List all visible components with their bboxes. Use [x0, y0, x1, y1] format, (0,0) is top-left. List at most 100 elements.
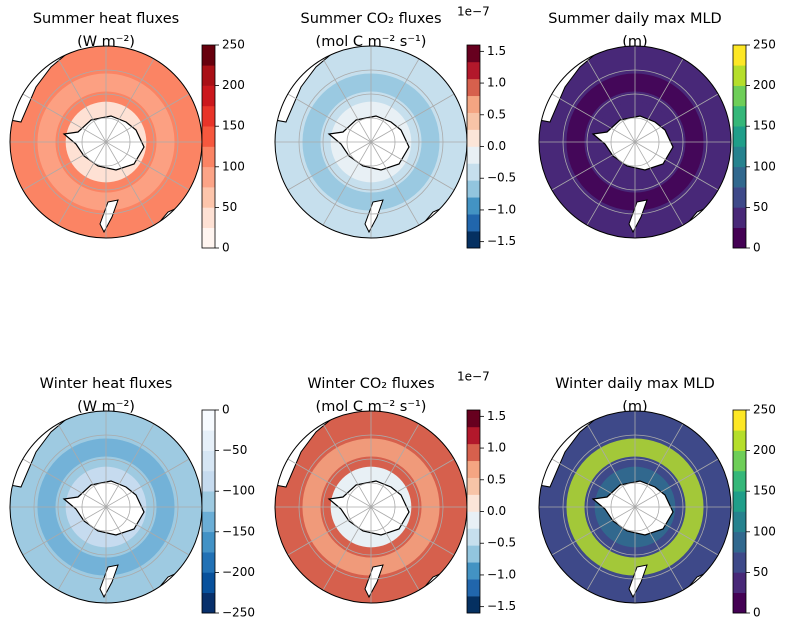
panel-title: Summer daily max MLD [548, 11, 721, 27]
colorbar-segment [467, 427, 480, 444]
colorbar-segment [733, 228, 746, 249]
colorbar-segment [467, 562, 480, 579]
colorbar-tick-label: 1.0 [487, 441, 506, 455]
colorbar-segment [202, 593, 215, 614]
colorbar-segment [202, 552, 215, 573]
colorbar-segment [467, 444, 480, 461]
colorbar-segment [733, 471, 746, 492]
panel-title: Winter heat fluxes [40, 376, 173, 392]
colorbar-segment [202, 106, 215, 127]
colorbar-segment [733, 572, 746, 593]
colorbar-segment [467, 231, 480, 248]
colorbar-tick-label: 150 [753, 119, 776, 133]
panel-title: Summer heat fluxes [33, 11, 179, 27]
colorbar-tick-label: −1.5 [487, 234, 516, 248]
panel-title: Winter daily max MLD [555, 376, 715, 392]
map [10, 411, 202, 603]
colorbar-tick-label: 0.0 [487, 139, 506, 153]
colorbar-tick-label: 0.0 [487, 504, 506, 518]
colorbar-tick-label: 1.0 [487, 76, 506, 90]
map [10, 46, 202, 238]
colorbar-segment [467, 410, 480, 427]
colorbar-segment [733, 167, 746, 188]
colorbar-segment [733, 410, 746, 431]
colorbar-tick-label: −250 [222, 606, 255, 620]
colorbar-segment [733, 207, 746, 228]
colorbar-segment [733, 512, 746, 533]
colorbar-segment [733, 451, 746, 472]
colorbar-tick-label: 50 [222, 200, 237, 214]
colorbar-segment [202, 126, 215, 147]
colorbar-tick-label: 150 [222, 119, 245, 133]
colorbar-segment [202, 410, 215, 431]
colorbar-tick-label: 250 [753, 403, 776, 417]
colorbar-tick-label: 100 [222, 159, 245, 173]
map [539, 411, 731, 603]
panel: Winter CO₂ fluxes(mol C m⁻² s⁻¹)−1.5−1.0… [275, 370, 516, 614]
colorbar-segment [733, 126, 746, 147]
colorbar-tick-label: 1.5 [487, 44, 506, 58]
colorbar-tick-label: −0.5 [487, 536, 516, 550]
colorbar-segment [202, 512, 215, 533]
colorbar-tick-label: −150 [222, 524, 255, 538]
colorbar-segment [467, 214, 480, 231]
colorbar-segment [467, 62, 480, 79]
colorbar-segment [202, 65, 215, 86]
colorbar-segment [202, 86, 215, 107]
colorbar-tick-label: 50 [753, 565, 768, 579]
colorbar-segment [202, 207, 215, 228]
panel: Summer heat fluxes(W m⁻²)050100150200250 [10, 11, 245, 255]
colorbar-segment [202, 430, 215, 451]
colorbar-segment [733, 86, 746, 107]
panel: Summer daily max MLD(m)050100150200250 [539, 11, 776, 255]
panel: Summer CO₂ fluxes(mol C m⁻² s⁻¹)−1.5−1.0… [275, 5, 516, 249]
colorbar-tick-label: −100 [222, 484, 255, 498]
colorbar-tick-label: 200 [753, 78, 776, 92]
map [275, 46, 467, 238]
colorbar-segment [467, 180, 480, 197]
colorbar-segment [733, 532, 746, 553]
panel-title: Winter CO₂ fluxes [307, 376, 434, 392]
colorbar-tick-label: −50 [222, 443, 247, 457]
colorbar-tick-label: 100 [753, 159, 776, 173]
colorbar-segment [467, 495, 480, 512]
colorbar-segment [733, 593, 746, 614]
colorbar-segment [202, 471, 215, 492]
colorbar-tick-label: −200 [222, 565, 255, 579]
colorbar-segment [467, 512, 480, 529]
colorbar-segment [467, 461, 480, 478]
colorbar-segment [202, 187, 215, 208]
colorbar-segment [467, 130, 480, 147]
colorbar-segment [733, 65, 746, 86]
colorbar-segment [467, 197, 480, 214]
colorbar-tick-label: 50 [753, 200, 768, 214]
colorbar-segment [467, 579, 480, 596]
colorbar-segment [202, 147, 215, 168]
colorbar-segment [202, 572, 215, 593]
panel: Winter heat fluxes(W m⁻²)−250−200−150−10… [10, 376, 255, 620]
offset-label: 1e−7 [457, 5, 490, 19]
colorbar-tick-label: 0.5 [487, 107, 506, 121]
colorbar-segment [202, 228, 215, 249]
colorbar-tick-label: −1.0 [487, 202, 516, 216]
colorbar-segment [733, 106, 746, 127]
colorbar-segment [202, 451, 215, 472]
colorbar-tick-label: 250 [753, 38, 776, 52]
colorbar-segment [467, 45, 480, 62]
colorbar-tick-label: 150 [753, 484, 776, 498]
colorbar-segment [202, 532, 215, 553]
colorbar-tick-label: −0.5 [487, 171, 516, 185]
colorbar-segment [467, 79, 480, 96]
colorbar-segment [733, 491, 746, 512]
colorbar-segment [467, 545, 480, 562]
colorbar-segment [467, 113, 480, 130]
colorbar-tick-label: 1.5 [487, 409, 506, 423]
colorbar-segment [733, 430, 746, 451]
colorbar-segment [733, 187, 746, 208]
panel-title: Summer CO₂ fluxes [300, 11, 441, 27]
colorbar-tick-label: 200 [222, 78, 245, 92]
colorbar-segment [202, 491, 215, 512]
colorbar-tick-label: 0 [222, 403, 230, 417]
colorbar-segment [467, 596, 480, 613]
